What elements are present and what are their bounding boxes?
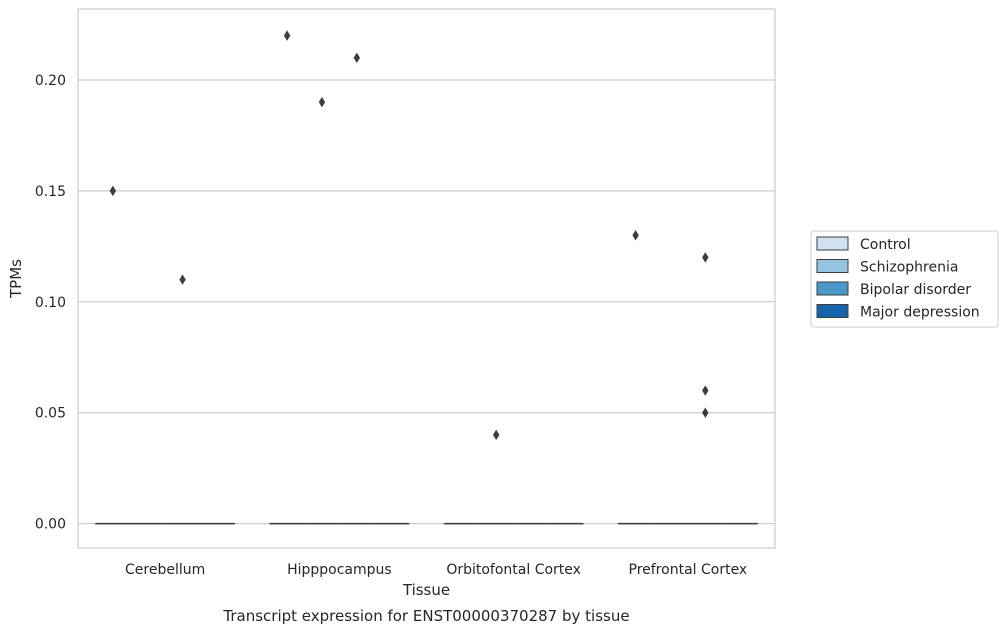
grid-lines [78, 79, 775, 525]
y-axis-label: TPMs [7, 259, 25, 299]
x-tick-label: Hipppocampus [287, 562, 392, 578]
outlier-point [632, 230, 639, 241]
outlier-point [702, 407, 709, 418]
outlier-point [493, 429, 500, 441]
y-tick-labels: 0.00 0.05 0.10 0.15 0.20 [35, 73, 66, 533]
outlier-point [283, 30, 291, 41]
legend-frame [810, 230, 999, 328]
y-tick-label: 0.20 [35, 73, 66, 89]
outlier-layer [109, 30, 709, 441]
legend: Control Schizophrenia Bipolar disorder Majo… [810, 230, 999, 328]
outlier-point [109, 185, 117, 197]
y-tick-label: 0.15 [35, 184, 66, 200]
x-tick-label: Cerebellum [125, 562, 205, 578]
outlier-point [353, 52, 360, 63]
legend-swatch [816, 304, 849, 318]
x-tick-labels: Cerebellum Hipppocampus Orbitofontal Corte… [125, 562, 747, 578]
legend-label: Major depression [860, 305, 980, 321]
legend-swatch [816, 281, 849, 296]
x-axis-label: Tissue [402, 581, 450, 599]
legend-label: Schizophrenia [860, 260, 958, 276]
x-tick-label: Prefrontal Cortex [629, 562, 748, 578]
legend-swatch [816, 236, 849, 251]
y-tick-label: 0.10 [35, 295, 66, 311]
y-tick-label: 0.00 [35, 517, 66, 533]
outlier-point [702, 252, 709, 263]
y-tick-label: 0.05 [35, 406, 66, 422]
x-tick-label: Orbitofontal Cortex [446, 562, 581, 578]
plot-area-frame [77, 8, 776, 549]
chart-caption: Transcript expression for ENST0000037028… [222, 607, 629, 625]
outlier-point [179, 274, 186, 285]
outlier-point [702, 385, 709, 396]
legend-label: Control [860, 237, 911, 253]
outlier-point [318, 96, 326, 108]
legend-label: Bipolar disorder [860, 282, 971, 298]
legend-swatch [816, 259, 849, 273]
